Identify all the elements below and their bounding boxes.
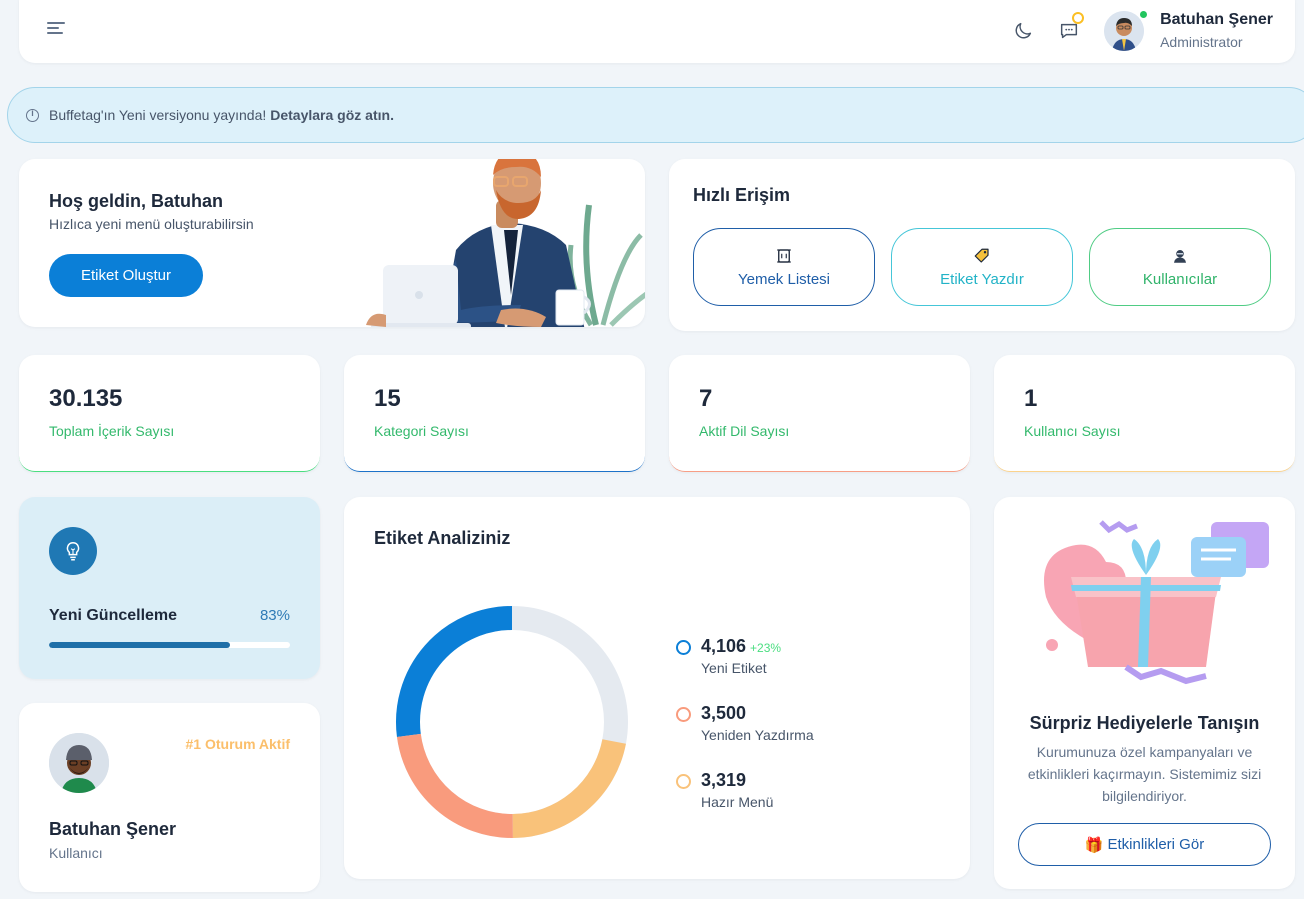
user-info[interactable]: Batuhan Şener Administrator <box>1160 10 1273 52</box>
view-events-label: Etkinlikleri Gör <box>1107 836 1205 853</box>
stat-card-content: 30.135 Toplam İçerik Sayısı <box>19 355 320 472</box>
stat-label: Kategori Sayısı <box>374 423 469 439</box>
quick-food-label: Yemek Listesi <box>738 270 830 288</box>
gift-description: Kurumunuza özel kampanyaları ve etkinlik… <box>1027 744 1262 804</box>
notification-dot <box>1072 12 1085 24</box>
legend-marker <box>676 707 691 722</box>
moon-icon[interactable] <box>1010 18 1036 44</box>
stat-card-users: 1 Kullanıcı Sayısı <box>994 355 1295 472</box>
user-role: Administrator <box>1160 34 1243 50</box>
donut-segment-1[interactable] <box>396 733 514 838</box>
header-right: Batuhan Şener Administrator <box>1010 6 1273 56</box>
info-icon <box>26 108 39 122</box>
stat-value: 7 <box>699 385 713 412</box>
chat-icon[interactable] <box>1056 12 1085 44</box>
stat-label: Aktif Dil Sayısı <box>699 423 790 439</box>
online-status-dot <box>1138 9 1150 20</box>
stat-value: 15 <box>374 385 401 412</box>
label-analysis-card: Etiket Analiziniz 4,106 +23% Yeni Etiket 3,… <box>344 497 970 879</box>
stat-card-languages: 7 Aktif Dil Sayısı <box>669 355 970 472</box>
update-progress-bar <box>49 642 290 648</box>
legend-label: Hazır Menü <box>701 794 774 810</box>
welcome-subtitle: Hızlıca yeni menü oluşturabilirsin <box>49 216 254 232</box>
update-percent: 83% <box>259 607 290 624</box>
legend-value: 3,500 <box>701 703 747 723</box>
legend-marker <box>676 774 691 789</box>
top-header: Batuhan Şener Administrator <box>19 0 1295 63</box>
update-title: Yeni Güncelleme <box>49 607 178 624</box>
legend-value: 3,319 <box>701 770 747 790</box>
welcome-title: Hoş geldin, Batuhan <box>49 191 224 211</box>
gift-illustration <box>1044 520 1269 685</box>
legend-label: Yeni Etiket <box>701 660 767 676</box>
legend-value: 4,106 +23% <box>701 636 782 656</box>
donut-segment-2[interactable] <box>512 738 626 838</box>
menu-icon[interactable] <box>47 20 67 36</box>
gift-title: Sürpriz Hediyelerle Tanışın <box>1029 713 1260 733</box>
stat-value: 30.135 <box>49 385 123 412</box>
quick-access-card: Hızlı Erişim Yemek Listesi Etiket Yazdır… <box>669 159 1295 331</box>
avatar <box>49 733 109 793</box>
session-card: #1 Oturum Aktif Batuhan Şener Kullanıcı <box>19 703 320 892</box>
quick-users-button[interactable]: Kullanıcılar <box>1089 228 1271 306</box>
announcement-banner: Buffetag'ın Yeni versiyonu yayında! Deta… <box>7 87 1304 143</box>
stat-label: Kullanıcı Sayısı <box>1024 423 1121 439</box>
quick-print-label: Etiket Yazdır <box>940 270 1024 288</box>
legend-marker <box>676 640 691 655</box>
stat-card-categories: 15 Kategori Sayısı <box>344 355 645 472</box>
gift-card: Sürpriz Hediyelerle Tanışın Kurumunuza ö… <box>994 497 1295 889</box>
create-label-button[interactable]: Etiket Oluştur <box>49 254 203 297</box>
user-name: Batuhan Şener <box>1160 11 1273 28</box>
legend-change: +23% <box>750 641 782 655</box>
avatar[interactable] <box>1104 9 1150 51</box>
announcement-text: Buffetag'ın Yeni versiyonu yayında! <box>49 107 267 123</box>
chart-title: Etiket Analiziniz <box>374 528 511 548</box>
quick-food-list-button[interactable]: Yemek Listesi <box>693 228 875 306</box>
session-badge: #1 Oturum Aktif <box>185 736 291 752</box>
businessman-illustration <box>366 159 645 327</box>
welcome-card: Hoş geldin, Batuhan Hızlıca yeni menü ol… <box>19 159 645 327</box>
view-events-button[interactable]: 🎁 Etkinlikleri Gör <box>1018 823 1271 866</box>
update-progress-fill <box>49 642 230 648</box>
donut-segment-0[interactable] <box>396 606 513 737</box>
gift-icon: 🎁 <box>1084 836 1104 854</box>
tag-icon <box>974 248 989 263</box>
quick-users-label: Kullanıcılar <box>1142 270 1218 288</box>
stat-label: Toplam İçerik Sayısı <box>49 423 175 439</box>
lightbulb-icon <box>49 527 97 575</box>
donut-chart <box>396 606 628 838</box>
food-icon <box>777 248 791 263</box>
announcement-link[interactable]: Detaylara göz atın. <box>270 107 394 123</box>
users-icon <box>1174 249 1186 263</box>
quick-print-label-button[interactable]: Etiket Yazdır <box>891 228 1073 306</box>
update-card: Yeni Güncelleme 83% <box>19 497 320 679</box>
session-user-name: Batuhan Şener <box>49 819 177 839</box>
stat-value: 1 <box>1024 385 1038 412</box>
legend-label: Yeniden Yazdırma <box>701 727 814 743</box>
session-user-role: Kullanıcı <box>49 845 103 861</box>
quick-access-title: Hızlı Erişim <box>693 185 791 205</box>
